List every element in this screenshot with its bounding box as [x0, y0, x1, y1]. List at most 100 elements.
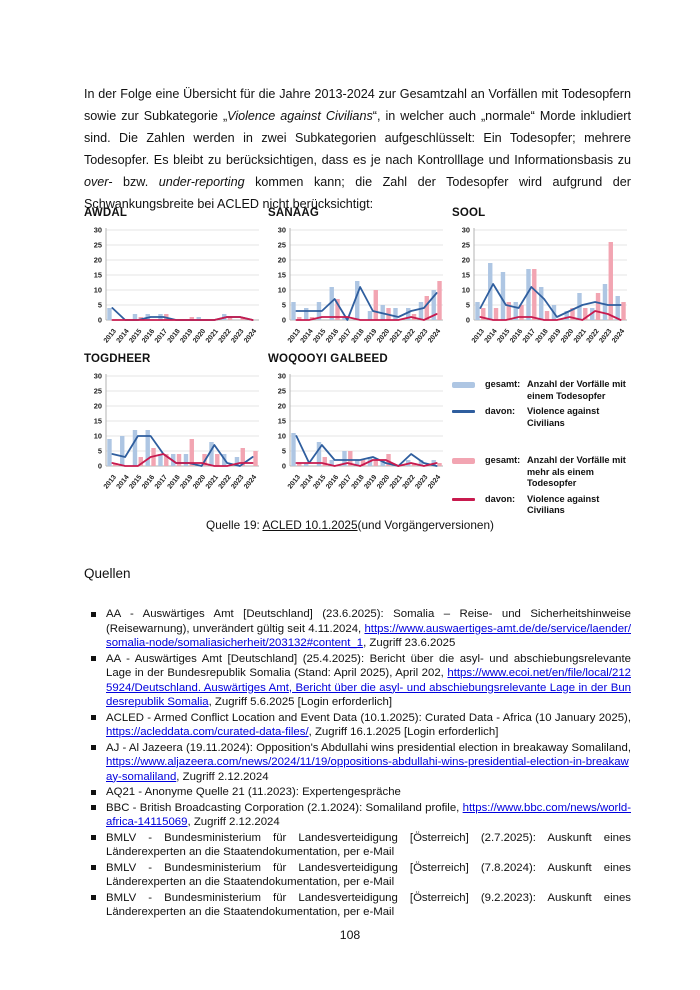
sources-heading: Quellen — [84, 566, 131, 581]
figure-source-caption: Quelle 19: ACLED 10.1.2025(und Vorgänger… — [0, 518, 700, 532]
bar-swatch-pink-icon — [452, 458, 475, 464]
svg-text:2019: 2019 — [179, 328, 194, 345]
svg-text:2022: 2022 — [218, 328, 233, 345]
bullet-square-icon — [91, 745, 96, 750]
svg-text:2013: 2013 — [287, 328, 302, 345]
svg-text:5: 5 — [98, 447, 102, 456]
source-text: AA - Auswärtiges Amt [Deutschland] (23.6… — [106, 608, 631, 635]
source-suffix: (und Vorgängerversionen) — [357, 518, 494, 532]
chart-plot-sanaag: 0 5 10 15 20 25 30 2013201420152016201720182019… — [278, 226, 443, 345]
svg-text:2020: 2020 — [192, 474, 207, 491]
svg-text:25: 25 — [94, 241, 102, 250]
chart-title-togdheer: TOGDHEER — [84, 353, 151, 365]
svg-text:2020: 2020 — [376, 328, 391, 345]
legend-prefix: davon: — [485, 406, 516, 416]
svg-text:2024: 2024 — [427, 328, 442, 345]
source-text: BMLV - Bundesministerium für Landesverte… — [106, 891, 631, 919]
bullet-square-icon — [91, 715, 96, 720]
svg-text:15: 15 — [278, 271, 286, 280]
line-swatch-blue-icon — [452, 410, 475, 413]
chart-plot-awdal: 0 5 10 15 20 25 30 2013201420152016201720182019… — [94, 226, 259, 345]
source-link[interactable]: https://acleddata.com/curated-data-files… — [106, 726, 309, 738]
svg-text:10: 10 — [278, 286, 286, 295]
svg-text:2014: 2014 — [300, 328, 315, 345]
bullet-square-icon — [91, 656, 96, 661]
svg-text:2016: 2016 — [509, 328, 524, 345]
source-link[interactable]: https://www.bbc.com/news/world-africa-14… — [106, 801, 631, 829]
legend-prefix: davon: — [485, 493, 516, 504]
source-item: BMLV - Bundesministerium für Landesverte… — [84, 891, 631, 920]
chart-title-sanaag: SANAAG — [268, 207, 320, 219]
chart-woqooyi-galbeed: WOQOOYI GALBEED 0 5 10 15 20 25 30 2013 2014 2015… — [268, 353, 447, 521]
legend-prefix: gesamt: — [485, 379, 521, 389]
svg-text:2021: 2021 — [389, 328, 404, 345]
svg-text:15: 15 — [94, 417, 102, 426]
svg-text:2014: 2014 — [116, 328, 131, 345]
svg-text:25: 25 — [278, 387, 286, 396]
svg-text:5: 5 — [466, 301, 470, 310]
svg-text:5: 5 — [98, 301, 102, 310]
svg-text:20: 20 — [278, 402, 286, 411]
source-link-acled[interactable]: ACLED 10.1.2025 — [262, 518, 358, 532]
svg-text:0: 0 — [98, 316, 102, 325]
intro-text: In der Folge eine Übersicht für die Jahr… — [84, 87, 631, 123]
svg-text:2014: 2014 — [484, 328, 499, 345]
svg-text:2013: 2013 — [103, 474, 118, 491]
source-text: , Zugriff 16.1.2025 [Login erforderlich] — [308, 726, 499, 738]
svg-text:2016: 2016 — [141, 474, 156, 491]
svg-text:2016: 2016 — [325, 328, 340, 345]
svg-text:5: 5 — [282, 301, 286, 310]
source-link[interactable]: https://www.aljazeera.com/news/2024/11/1… — [106, 756, 629, 783]
svg-text:15: 15 — [94, 271, 102, 280]
svg-text:2017: 2017 — [338, 328, 353, 345]
page-number: 108 — [339, 928, 361, 942]
source-item: BMLV - Bundesministerium für Landesverte… — [84, 861, 631, 890]
svg-text:2017: 2017 — [522, 328, 537, 345]
source-link[interactable]: https://www.auswaertiges-amt.de/de/servi… — [106, 622, 631, 650]
svg-text:2016: 2016 — [325, 474, 340, 491]
line-swatch-red-icon — [452, 497, 475, 501]
bullet-square-icon — [91, 895, 96, 900]
svg-text:2013: 2013 — [287, 474, 302, 491]
svg-text:2019: 2019 — [363, 328, 378, 345]
chart-sanaag: SANAAG 0 5 10 15 20 25 30 2013 2014 2015 2016 2017 2… — [268, 207, 447, 360]
legend-item-line-vac-one: davon: Violence against Civilians — [452, 406, 631, 429]
svg-text:0: 0 — [282, 462, 286, 471]
svg-text:30: 30 — [278, 226, 286, 235]
intro-text: kommen kann; die Zahl der Todesopfer wir… — [84, 175, 631, 211]
svg-text:2016: 2016 — [141, 328, 156, 345]
svg-text:2022: 2022 — [586, 328, 601, 345]
svg-text:2015: 2015 — [312, 328, 327, 345]
legend-gap — [452, 433, 631, 455]
bar-swatch-blue-icon — [452, 382, 475, 388]
svg-text:2015: 2015 — [128, 328, 143, 345]
source-item: ACLED - Armed Conflict Location and Even… — [84, 711, 631, 740]
legend-item-line-vac-multi: davon: Violence against Civilians — [452, 494, 631, 517]
svg-text:2018: 2018 — [535, 328, 550, 345]
legend-prefix: gesamt: — [485, 455, 521, 465]
chart-title-woqooyi-galbeed: WOQOOYI GALBEED — [268, 353, 388, 365]
source-text: AJ - Al Jazeera (19.11.2024): Opposition… — [106, 741, 631, 754]
intro-italic-over: over- — [84, 175, 113, 189]
source-label: Quelle 19: — [206, 518, 263, 532]
svg-text:2014: 2014 — [116, 474, 131, 491]
source-link[interactable]: https://www.ecoi.net/en/file/local/21259… — [106, 667, 631, 708]
svg-text:15: 15 — [278, 417, 286, 426]
svg-text:2013: 2013 — [471, 328, 486, 345]
charts-row-2: TOGDHEER 0 5 10 15 20 25 30 2013 2014 2015 2016 201… — [84, 353, 631, 521]
svg-text:2021: 2021 — [205, 474, 220, 491]
svg-text:0: 0 — [98, 462, 102, 471]
svg-text:2021: 2021 — [389, 474, 404, 491]
svg-text:2019: 2019 — [179, 474, 194, 491]
svg-text:2015: 2015 — [496, 328, 511, 345]
svg-text:30: 30 — [94, 226, 102, 235]
svg-text:30: 30 — [278, 372, 286, 381]
chart-plot-togdheer: 0 5 10 15 20 25 30 2013201420152016201720182019… — [94, 372, 259, 491]
source-text: , Zugriff 2.12.2024 — [187, 816, 280, 828]
svg-text:2020: 2020 — [376, 474, 391, 491]
svg-text:2022: 2022 — [402, 328, 417, 345]
svg-text:25: 25 — [462, 241, 470, 250]
legend-text: Violence against Civilians — [527, 493, 600, 516]
source-item: BMLV - Bundesministerium für Landesverte… — [84, 831, 631, 860]
svg-text:0: 0 — [466, 316, 470, 325]
